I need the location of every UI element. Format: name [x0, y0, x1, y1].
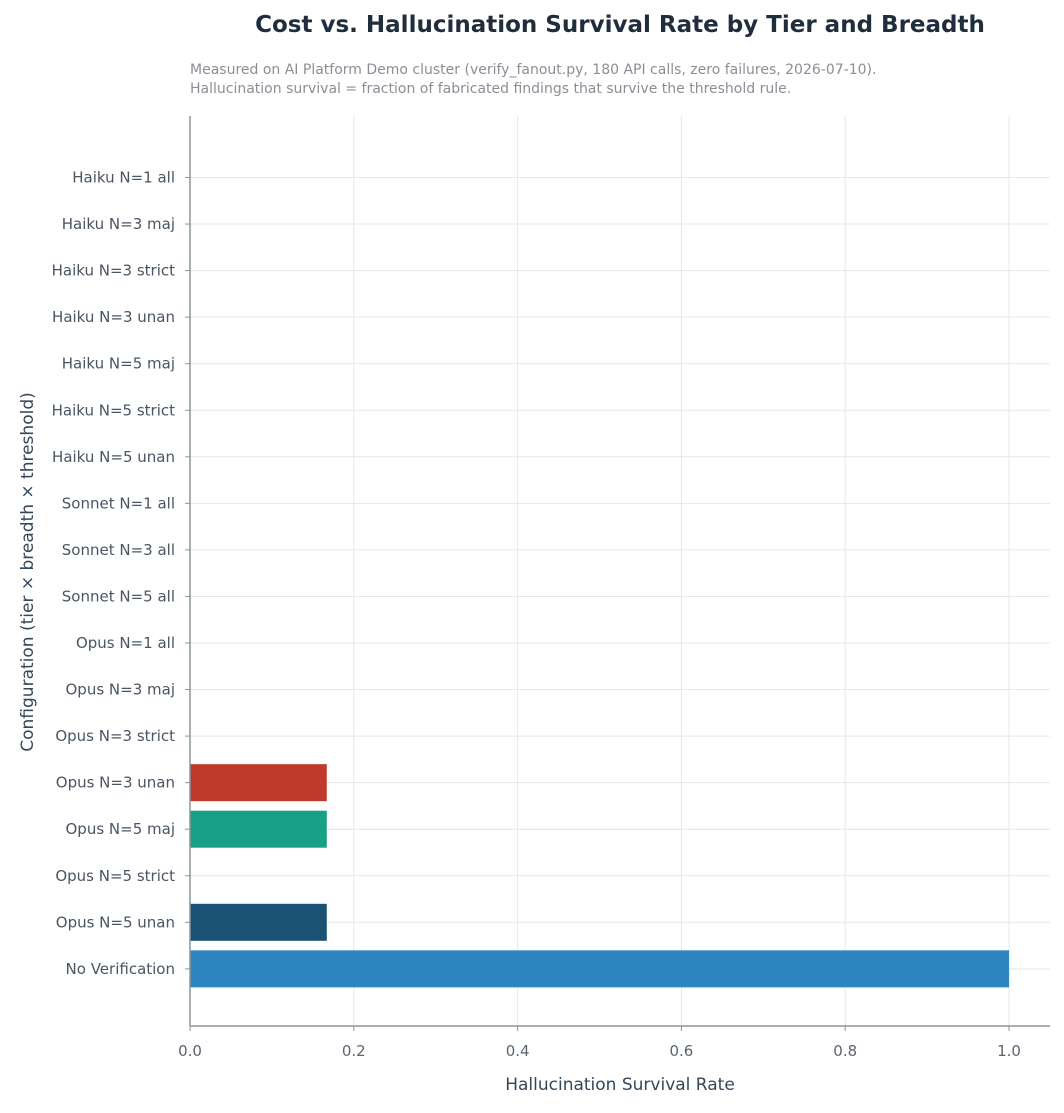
category-label: Haiku N=3 unan	[52, 308, 175, 326]
bars-layer	[190, 764, 1010, 988]
chart-subtitle: Measured on AI Platform Demo cluster (ve…	[190, 61, 876, 99]
chart-title: Cost vs. Hallucination Survival Rate by …	[255, 12, 985, 38]
x-tick-label: 0.2	[342, 1042, 366, 1060]
category-label: Opus N=3 maj	[66, 681, 176, 699]
labels-layer: 0.0 0.2 0.4 0.6 0.8 1.0 Haiku N=1 all Haiku N=3…	[52, 169, 1021, 1061]
x-tick-label: 0.4	[506, 1042, 530, 1060]
x-tick-label: 1.0	[997, 1042, 1021, 1060]
subtitle-line-2: Hallucination survival = fraction of fab…	[190, 81, 792, 97]
y-axis-title: Configuration (tier × breadth × threshol…	[18, 392, 38, 751]
bar	[190, 810, 327, 848]
category-label: Opus N=1 all	[76, 634, 175, 652]
category-label: Opus N=3 strict	[55, 727, 175, 745]
category-label: Haiku N=3 strict	[52, 262, 176, 280]
x-axis-title: Hallucination Survival Rate	[505, 1075, 735, 1095]
x-tick-label: 0.0	[178, 1042, 202, 1060]
category-label: Haiku N=5 strict	[52, 401, 176, 419]
category-label: Haiku N=5 maj	[62, 355, 175, 373]
category-label: Haiku N=5 unan	[52, 448, 175, 466]
bar	[190, 903, 327, 941]
category-label: Opus N=5 maj	[66, 820, 176, 838]
category-label: Opus N=5 strict	[55, 867, 175, 885]
bar	[190, 950, 1010, 988]
category-label: Sonnet N=1 all	[62, 494, 175, 512]
category-label: Opus N=5 unan	[56, 913, 175, 931]
subtitle-line-1: Measured on AI Platform Demo cluster (ve…	[190, 62, 877, 78]
grid-layer	[189, 116, 1050, 1026]
category-label: Opus N=3 unan	[56, 774, 175, 792]
category-label: Sonnet N=3 all	[62, 541, 175, 559]
x-tick-label: 0.6	[669, 1042, 693, 1060]
category-label: Haiku N=1 all	[72, 169, 175, 187]
axes-layer	[185, 116, 1050, 1031]
x-tick-label: 0.8	[833, 1042, 857, 1060]
bar	[190, 764, 327, 802]
category-label: No Verification	[66, 960, 175, 978]
category-label: Sonnet N=5 all	[62, 587, 175, 605]
category-label: Haiku N=3 maj	[62, 215, 175, 233]
